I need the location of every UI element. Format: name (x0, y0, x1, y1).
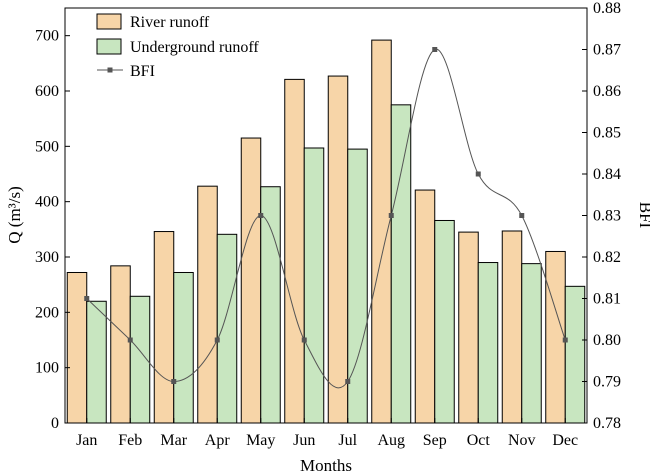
legend-label-bfi: BFI (130, 63, 155, 80)
bar-river-runoff-jan (66, 271, 88, 424)
y-left-tick-label: 700 (35, 28, 59, 45)
bar-underground-runoff-jan (86, 300, 107, 424)
bar-river-runoff-dec (545, 250, 566, 424)
y-right-tick-label: 0.86 (593, 83, 621, 100)
bfi-line-layer (84, 47, 568, 389)
bar-underground-runoff-sep (434, 219, 455, 424)
bar-underground-runoff-dec (564, 285, 586, 424)
legend-label-river-runoff: River runoff (130, 14, 210, 31)
y-axis-right-title: BFI (636, 202, 650, 229)
bar-underground-runoff-may (260, 186, 281, 424)
y-left-tick-label: 400 (35, 194, 59, 211)
y-right-tick-label: 0.85 (593, 125, 621, 142)
x-tick-label-feb: Feb (118, 432, 142, 449)
bfi-point-aug (388, 213, 394, 218)
x-tick-label-jul: Jul (338, 432, 357, 449)
y-right-tick-label: 0.80 (593, 332, 621, 349)
bar-river-runoff-nov (501, 230, 523, 424)
bfi-point-may (258, 213, 264, 218)
y-left-tick-label: 300 (35, 249, 59, 266)
bar-underground-runoff-mar (173, 271, 194, 424)
bar-river-runoff-feb (110, 265, 131, 424)
y-right-tick-label: 0.79 (593, 374, 621, 391)
y-right-tick-label: 0.81 (593, 291, 621, 308)
legend-swatch-river-runoff (96, 13, 122, 30)
bfi-point-feb (127, 337, 133, 343)
ticks-layer: 0 100 200 300 400 500 600 700 0.78 0.79 0.80 0.81 0.… (35, 0, 621, 449)
x-tick-label-dec: Dec (552, 432, 578, 449)
y-right-tick-label: 0.84 (593, 166, 621, 183)
y-right-tick-label: 0.87 (593, 42, 621, 59)
x-tick-label-mar: Mar (160, 432, 187, 449)
y-left-tick-label: 200 (35, 304, 59, 321)
bar-river-runoff-may (240, 137, 262, 424)
bfi-point-jun (301, 337, 307, 343)
x-tick-label-aug: Aug (377, 432, 405, 449)
y-right-tick-label: 0.83 (593, 208, 621, 225)
bar-river-runoff-jun (284, 78, 305, 424)
legend-label-underground-runoff: Underground runoff (130, 39, 259, 56)
y-left-tick-label: 0 (51, 415, 59, 432)
y-axis-left-title: Q (m³/s) (5, 186, 24, 244)
bfi-point-apr (214, 337, 220, 343)
y-right-tick-label: 0.88 (593, 0, 621, 17)
bar-river-runoff-mar (153, 231, 175, 424)
x-tick-label-jan: Jan (76, 432, 97, 449)
y-right-tick-label: 0.82 (593, 249, 621, 266)
bar-river-runoff-sep (414, 189, 436, 424)
bfi-point-sep (432, 47, 438, 52)
bfi-point-nov (519, 213, 525, 218)
bar-underground-runoff-apr (216, 233, 238, 424)
bars-layer (66, 39, 586, 424)
bar-river-runoff-jul (327, 75, 349, 424)
bfi-point-jul (345, 379, 351, 384)
x-tick-label-jun: Jun (293, 432, 315, 449)
y-left-tick-label: 600 (35, 83, 59, 100)
y-right-tick-label: 0.78 (593, 415, 621, 432)
bfi-point-oct (475, 171, 481, 177)
legend-swatch-underground-runoff (96, 38, 122, 55)
bar-underground-runoff-oct (477, 262, 499, 424)
x-tick-label-apr: Apr (205, 432, 231, 449)
x-tick-label-sep: Sep (423, 432, 447, 449)
legend-marker-bfi (107, 67, 113, 73)
x-tick-label-may: May (246, 432, 275, 449)
bfi-point-dec (562, 337, 568, 343)
y-left-tick-label: 100 (35, 360, 59, 377)
bar-underground-runoff-jun (303, 147, 325, 424)
x-axis-title: Months (300, 456, 352, 475)
bar-river-runoff-apr (197, 185, 218, 424)
y-left-tick-label: 500 (35, 138, 59, 155)
x-tick-label-nov: Nov (508, 432, 536, 449)
bar-underground-runoff-nov (521, 263, 542, 424)
bar-river-runoff-aug (371, 39, 392, 424)
bar-underground-runoff-aug (390, 104, 412, 424)
bar-river-runoff-oct (458, 231, 479, 424)
bar-underground-runoff-jul (347, 148, 368, 424)
x-tick-label-oct: Oct (467, 432, 491, 449)
bfi-point-jan (84, 296, 90, 301)
legend: River runoff Underground runoff BFI (96, 13, 259, 80)
bfi-point-mar (171, 379, 177, 384)
